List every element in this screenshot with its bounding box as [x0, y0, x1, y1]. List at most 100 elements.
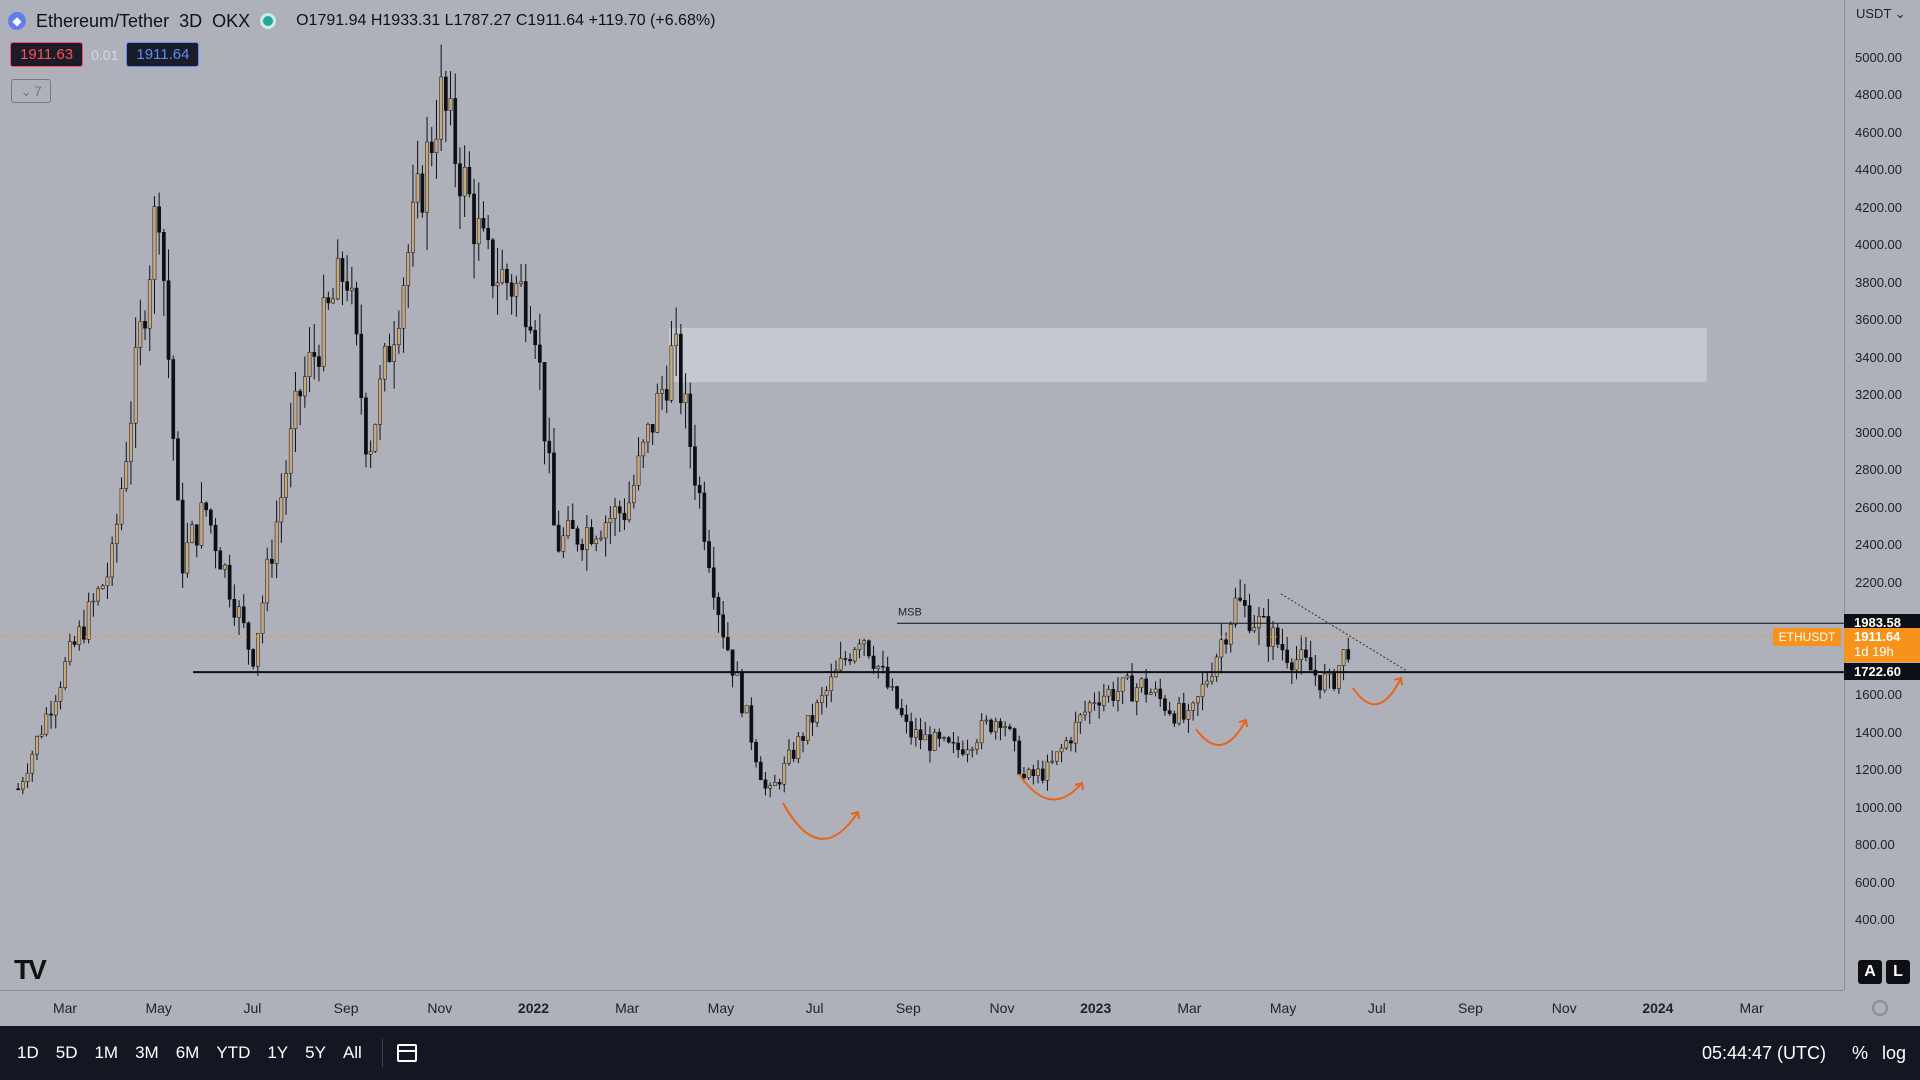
candle-body	[194, 524, 199, 546]
calendar-icon[interactable]	[396, 1044, 417, 1062]
candle-body	[768, 785, 772, 789]
candle-body	[1346, 649, 1351, 660]
price-axis-label: 1000.00	[1855, 799, 1902, 815]
log-scale-button[interactable]: L	[1886, 960, 1910, 984]
indicators-collapse-button[interactable]: ⌄ 7	[11, 79, 51, 103]
chart-area[interactable]: MSB	[0, 0, 1844, 990]
resistance-price-tag: 1983.58	[1844, 614, 1920, 632]
candle-body	[270, 558, 274, 564]
currency-selector[interactable]: USDT ⌄	[1856, 6, 1906, 21]
candle-body	[791, 749, 796, 759]
candle-body	[801, 736, 805, 741]
candle-body	[1022, 773, 1026, 779]
buy-price-button[interactable]: 1911.64	[126, 42, 200, 67]
range-button-1d[interactable]: 1D	[17, 1043, 39, 1062]
candle-body	[1233, 597, 1238, 625]
candle-body	[547, 440, 552, 454]
candle-body	[881, 665, 885, 668]
candle-body	[848, 659, 852, 662]
symbol-name[interactable]: Ethereum/Tether	[36, 10, 170, 31]
candle-body	[434, 138, 439, 154]
range-button-ytd[interactable]: YTD	[216, 1043, 251, 1062]
time-axis-label: Jul	[243, 1000, 262, 1016]
range-button-6m[interactable]: 6M	[175, 1043, 200, 1062]
log-scale-toggle[interactable]: log	[1881, 1042, 1906, 1063]
candle-body	[232, 599, 237, 618]
range-button-5d[interactable]: 5D	[55, 1043, 78, 1062]
range-button-1m[interactable]: 1M	[94, 1043, 119, 1062]
candle-body	[730, 649, 735, 676]
candle-body	[115, 523, 119, 545]
auto-scale-button[interactable]: A	[1858, 960, 1882, 984]
candle-body	[664, 389, 669, 401]
candle-body	[1200, 683, 1205, 697]
market-status-icon	[260, 13, 277, 29]
candle-body	[209, 509, 213, 526]
candle-body	[30, 753, 35, 774]
candle-body	[519, 281, 523, 284]
candle-body	[556, 524, 561, 552]
candle-body	[82, 626, 86, 640]
range-button-5y[interactable]: 5Y	[305, 1043, 326, 1062]
candle-body	[1210, 676, 1214, 682]
percent-scale-button[interactable]: %	[1851, 1042, 1868, 1063]
time-axis-label: Mar	[52, 1000, 78, 1016]
candle-body	[646, 424, 650, 443]
candle-body	[998, 721, 1003, 728]
candle-body	[702, 492, 707, 542]
candle-body	[350, 287, 354, 291]
candle-body	[1106, 688, 1111, 697]
candle-body	[1308, 657, 1313, 671]
candle-body	[204, 502, 209, 511]
candle-body	[716, 597, 721, 616]
candle-body	[354, 287, 359, 335]
interval-label[interactable]: 3D	[179, 10, 203, 31]
price-axis-label: 1200.00	[1855, 762, 1902, 778]
candle-body	[946, 737, 951, 743]
price-axis-label: 600.00	[1855, 874, 1895, 890]
price-axis-label: 2600.00	[1855, 499, 1902, 515]
candle-body	[1252, 627, 1257, 632]
price-chart[interactable]: MSB	[0, 0, 1844, 990]
candle-body	[392, 344, 396, 362]
candle-body	[1290, 662, 1294, 671]
candle-body	[726, 637, 730, 651]
candle-body	[1304, 649, 1308, 658]
candle-body	[707, 541, 711, 569]
candle-body	[918, 729, 923, 741]
time-axis-label: 2022	[517, 1000, 550, 1016]
sell-price-button[interactable]: 1911.63	[10, 42, 84, 67]
candle-body	[1120, 677, 1125, 692]
candle-body	[63, 661, 67, 688]
arrow-head	[1074, 781, 1084, 791]
price-axis[interactable]	[1844, 0, 1920, 990]
toolbar-divider	[381, 1039, 383, 1067]
candle-body	[608, 518, 613, 523]
candle-body	[373, 424, 378, 452]
range-button-3m[interactable]: 3M	[135, 1043, 159, 1062]
candle-body	[495, 282, 500, 287]
settings-icon[interactable]	[1872, 1000, 1888, 1016]
candle-body	[989, 719, 993, 733]
price-axis-label: 800.00	[1855, 837, 1895, 853]
time-axis[interactable]	[0, 990, 1844, 1027]
candle-body	[119, 488, 124, 525]
candle-body	[1045, 761, 1050, 781]
candle-body	[674, 333, 678, 347]
candle-body	[852, 649, 857, 662]
candle-body	[1163, 698, 1167, 711]
time-axis-label: 2023	[1080, 1000, 1112, 1016]
clock-readout[interactable]: 05:44:47 (UTC)	[1701, 1042, 1826, 1063]
candle-body	[552, 452, 556, 526]
candle-body	[1139, 678, 1144, 688]
candle-body	[914, 729, 918, 738]
candle-body	[758, 761, 763, 781]
candle-body	[1031, 769, 1036, 776]
candle-body	[942, 737, 946, 739]
range-button-1y[interactable]: 1Y	[267, 1043, 289, 1062]
candle-body	[632, 485, 636, 504]
range-button-all[interactable]: All	[342, 1043, 362, 1062]
candle-body	[39, 733, 44, 737]
candle-body	[218, 550, 223, 570]
candle-body	[1177, 703, 1181, 724]
